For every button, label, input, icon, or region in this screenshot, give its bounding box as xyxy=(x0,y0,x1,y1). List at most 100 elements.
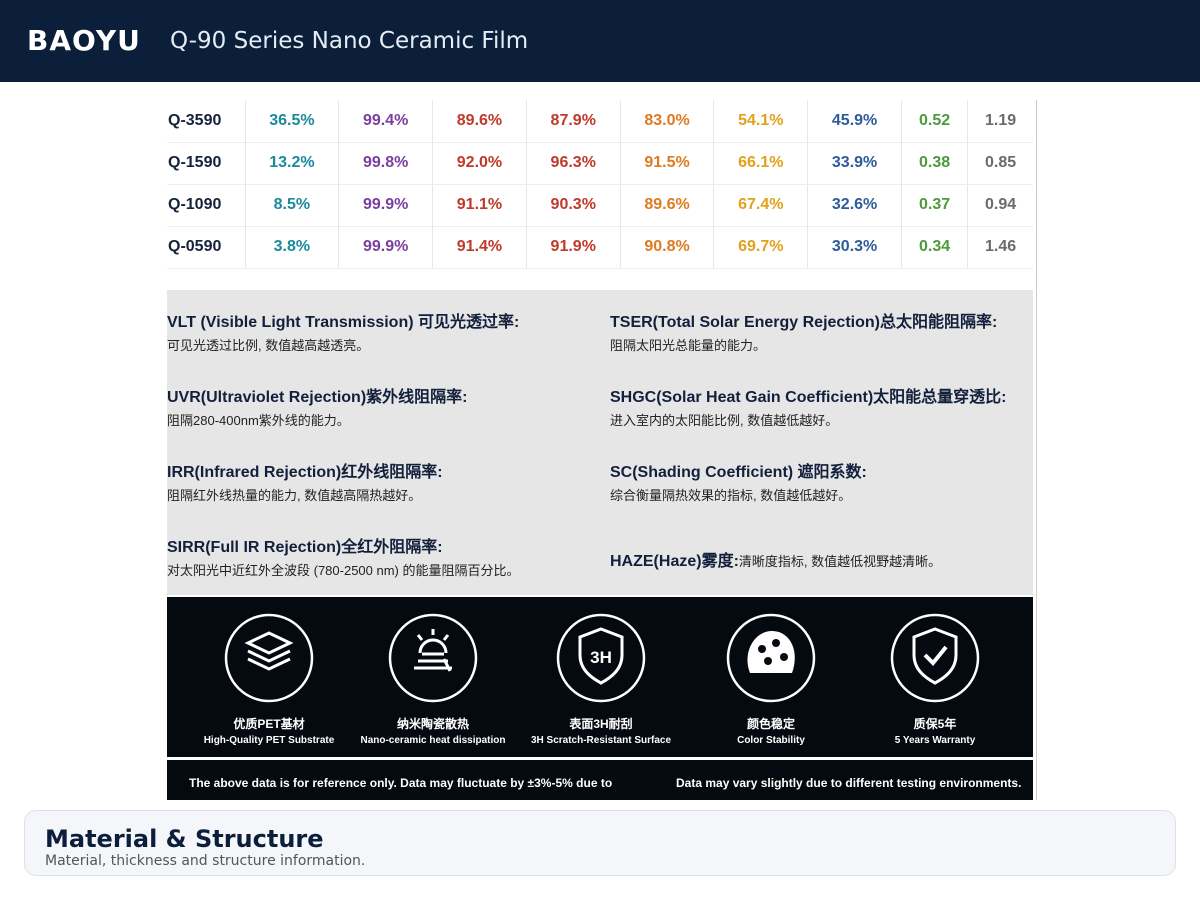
section-card[interactable]: Material & Structure Material, thickness… xyxy=(24,810,1176,876)
table-cell: 99.9% xyxy=(338,226,434,269)
feature: 纳米陶瓷散热 Nano-ceramic heat dissipation xyxy=(348,613,518,746)
table-cell: 1.46 xyxy=(967,226,1033,269)
features: 优质PET基材 High-Quality PET Substrate 纳米陶瓷散热 N… xyxy=(167,597,1033,757)
section-title: Material & Structure xyxy=(45,825,324,853)
definition: SC(Shading Coefficient) 遮阳系数: 综合衡量隔热效果的指标… xyxy=(610,458,1036,504)
icon-shape xyxy=(224,613,314,703)
feature-icon: 3H xyxy=(556,613,646,703)
note: The above data is for reference only. Da… xyxy=(189,776,613,790)
definition-term: IRR(Infrared Rejection)红外线阻隔率: xyxy=(167,464,443,481)
icon-shape xyxy=(416,629,452,672)
icon-shape xyxy=(726,613,816,703)
definition: SHGC(Solar Heat Gain Coefficient)太阳能总量穿透… xyxy=(610,383,1036,429)
note: Data may vary slightly due to different … xyxy=(676,776,1022,790)
icon-shape xyxy=(747,631,795,673)
icon-shape xyxy=(578,627,624,685)
definition-desc: 清晰度指标, 数值越低视野越清晰。 xyxy=(738,554,942,569)
definition: SIRR(Full IR Rejection)全红外阻隔率: 对太阳光中近红外全波… xyxy=(167,533,597,579)
definition-desc: 阻隔太阳光总能量的能力。 xyxy=(610,338,767,353)
spec-table: Q-3590 36.5% 99.4% 89.6% 87.9% 83.0% 54.1% 45.9… xyxy=(167,100,1033,269)
table-cell: 1.19 xyxy=(967,100,1033,143)
table-cell: 30.3% xyxy=(807,226,902,269)
feature: 优质PET基材 High-Quality PET Substrate xyxy=(184,613,354,746)
icon-shape xyxy=(556,613,646,703)
definition-term: VLT (Visible Light Transmission) 可见光透过率: xyxy=(167,314,520,331)
table-cell: 3.8% xyxy=(245,226,340,269)
icon-shape xyxy=(780,653,788,661)
section-subtitle: Material, thickness and structure inform… xyxy=(45,853,366,869)
feature-icon xyxy=(890,613,980,703)
brand: BAOYU xyxy=(27,24,141,57)
definition-desc: 阻隔红外线热量的能力, 数值越高隔热越好。 xyxy=(167,488,422,503)
table-row: Q-1090 8.5% 99.9% 91.1% 90.3% 89.6% 67.4% 32.6%… xyxy=(167,184,1033,227)
icon-shape xyxy=(244,631,294,671)
feature: 质保5年 5 Years Warranty xyxy=(850,613,1020,746)
notes: The above data is for reference only. Da… xyxy=(167,760,1033,800)
table-cell: 92.0% xyxy=(432,142,527,185)
table-cell: 66.1% xyxy=(713,142,809,185)
table-cell: 90.3% xyxy=(526,184,621,227)
icon-shape xyxy=(758,645,766,653)
feature: 颜色稳定 Color Stability xyxy=(686,613,856,746)
model-cell: Q-1590 xyxy=(167,142,246,185)
table-cell: 54.1% xyxy=(713,100,809,143)
model-cell: Q-0590 xyxy=(167,226,246,269)
icon-shape xyxy=(388,613,478,703)
table-cell: 91.4% xyxy=(432,226,527,269)
product-image: Q-3590 36.5% 99.4% 89.6% 87.9% 83.0% 54.1% 45.9… xyxy=(167,100,1037,800)
table-cell: 89.6% xyxy=(432,100,527,143)
definition: HAZE(Haze)雾度:清晰度指标, 数值越低视野越清晰。 xyxy=(610,547,1036,571)
table-cell: 8.5% xyxy=(245,184,340,227)
feature-icon xyxy=(224,613,314,703)
feature-en: 3H Scratch-Resistant Surface xyxy=(530,735,672,746)
table-cell: 0.37 xyxy=(901,184,969,227)
table-cell: 87.9% xyxy=(526,100,621,143)
table-row: Q-1590 13.2% 99.8% 92.0% 96.3% 91.5% 66.1% 33.9… xyxy=(167,142,1033,185)
table-cell: 45.9% xyxy=(807,100,902,143)
page-title: Q-90 Series Nano Ceramic Film xyxy=(170,28,529,54)
definition-term: SIRR(Full IR Rejection)全红外阻隔率: xyxy=(167,539,443,556)
definition-desc: 进入室内的太阳能比例, 数值越低越好。 xyxy=(610,413,839,428)
table-cell: 0.85 xyxy=(967,142,1033,185)
feature-zh: 颜色稳定 xyxy=(746,717,795,731)
definitions: VLT (Visible Light Transmission) 可见光透过率:… xyxy=(167,290,1033,595)
definition-term: SHGC(Solar Heat Gain Coefficient)太阳能总量穿透… xyxy=(610,389,1007,406)
definition: VLT (Visible Light Transmission) 可见光透过率:… xyxy=(167,308,597,354)
definition-desc: 阻隔280-400nm紫外线的能力。 xyxy=(167,413,350,428)
feature-en: Color Stability xyxy=(737,735,805,746)
table-cell: 69.7% xyxy=(713,226,809,269)
feature-zh: 纳米陶瓷散热 xyxy=(396,717,469,731)
definition: UVR(Ultraviolet Rejection)紫外线阻隔率: 阻隔280-4… xyxy=(167,383,597,429)
definition-term: UVR(Ultraviolet Rejection)紫外线阻隔率: xyxy=(167,389,468,406)
feature-icon xyxy=(388,613,478,703)
definition-term: SC(Shading Coefficient) 遮阳系数: xyxy=(610,464,867,481)
feature-zh: 表面3H耐刮 xyxy=(569,717,633,731)
feature-en: High-Quality PET Substrate xyxy=(203,735,335,746)
feature-en: Nano-ceramic heat dissipation xyxy=(360,735,506,746)
table-cell: 89.6% xyxy=(620,184,715,227)
definition-desc: 可见光透过比例, 数值越高越透亮。 xyxy=(167,338,370,353)
table-cell: 0.38 xyxy=(901,142,969,185)
table-cell: 0.94 xyxy=(967,184,1033,227)
table-cell: 91.1% xyxy=(432,184,527,227)
feature: 3H 表面3H耐刮 3H Scratch-Resistant Surface xyxy=(516,613,686,746)
model-cell: Q-1090 xyxy=(167,184,246,227)
table-cell: 32.6% xyxy=(807,184,902,227)
definition-term: TSER(Total Solar Energy Rejection)总太阳能阻隔… xyxy=(610,314,998,331)
definition: IRR(Infrared Rejection)红外线阻隔率: 阻隔红外线热量的能力… xyxy=(167,458,597,504)
feature-en: 5 Years Warranty xyxy=(894,735,976,746)
definition-line: HAZE(Haze)雾度:清晰度指标, 数值越低视野越清晰。 xyxy=(610,547,1036,571)
definition: TSER(Total Solar Energy Rejection)总太阳能阻隔… xyxy=(610,308,1036,354)
icon-shape xyxy=(772,639,780,647)
table-row: Q-3590 36.5% 99.4% 89.6% 87.9% 83.0% 54.1% 45.9… xyxy=(167,100,1033,143)
table-cell: 99.4% xyxy=(338,100,434,143)
definition-desc: 对太阳光中近红外全波段 (780-2500 nm) 的能量阻隔百分比。 xyxy=(167,563,520,578)
feature-zh: 优质PET基材 xyxy=(233,717,305,731)
icon-shape xyxy=(764,657,772,665)
table-cell: 36.5% xyxy=(245,100,340,143)
icon-shape xyxy=(890,613,980,703)
table-cell: 96.3% xyxy=(526,142,621,185)
feature-zh: 质保5年 xyxy=(913,717,957,731)
table-cell: 91.5% xyxy=(620,142,715,185)
